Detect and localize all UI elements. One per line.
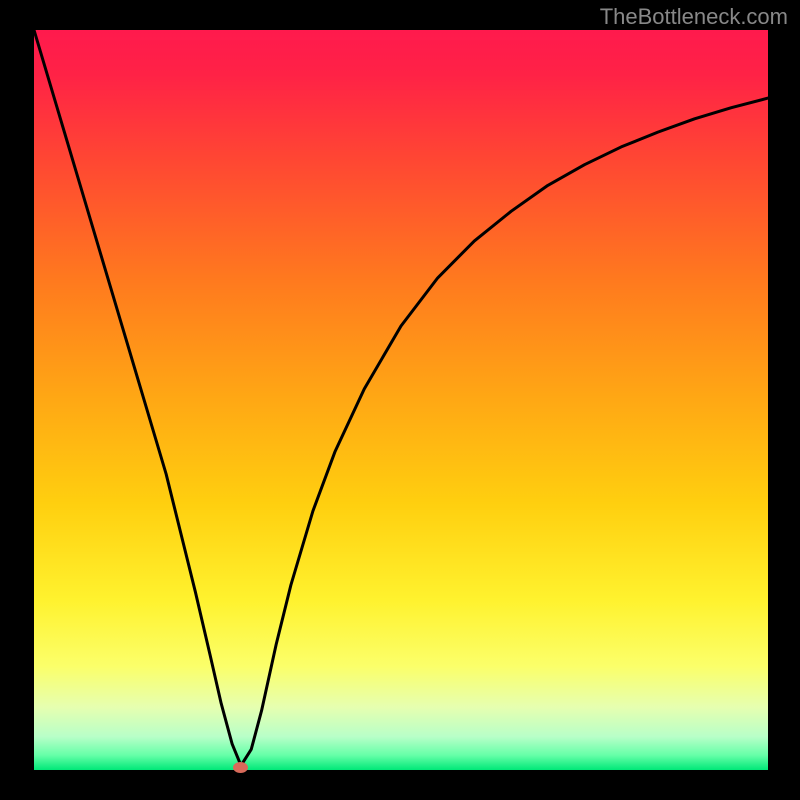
chart-container: TheBottleneck.com xyxy=(0,0,800,800)
watermark-text: TheBottleneck.com xyxy=(600,4,788,30)
optimal-point-marker xyxy=(233,762,248,773)
bottleneck-curve xyxy=(34,30,768,766)
plot-area xyxy=(34,30,768,770)
curve-layer xyxy=(34,30,768,770)
